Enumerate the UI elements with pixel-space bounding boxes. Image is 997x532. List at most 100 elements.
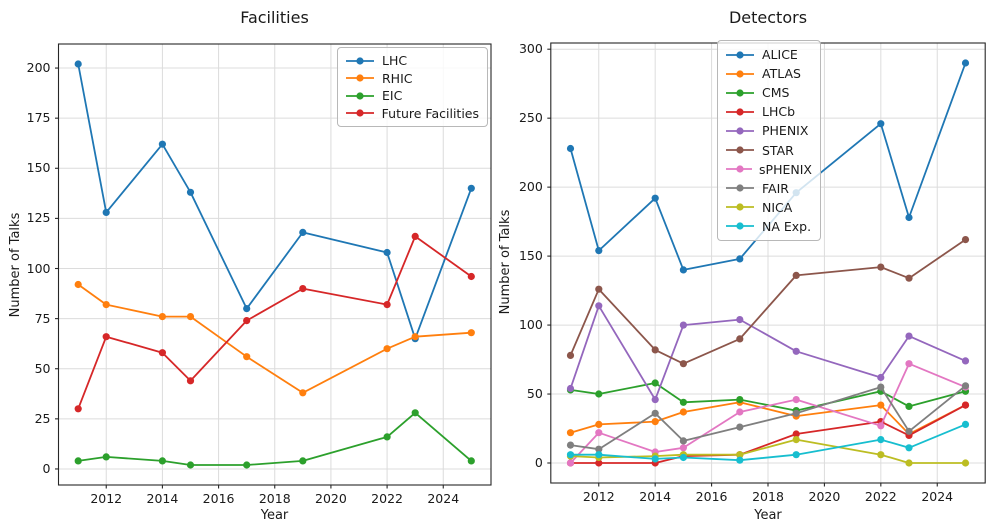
legend-line-marker-icon [726,127,754,135]
data-point [736,396,744,404]
data-point [905,360,913,368]
data-point [736,451,744,459]
data-point [467,184,475,192]
y-tick-label: 200 [26,60,51,76]
data-point [651,194,659,202]
data-point [383,301,391,309]
y-tick-label: 125 [26,210,51,226]
detectors-chart-title: Detectors [728,8,808,27]
legend-line-marker-icon [346,57,374,65]
legend-line-marker-icon [726,70,754,78]
data-point [961,382,970,390]
detectors-xaxis-label: Year [754,508,782,523]
data-point [74,405,82,413]
legend-item-ALICE: ALICE [725,45,812,64]
data-point [467,272,475,281]
data-point [961,59,970,67]
data-point [905,402,913,410]
data-point [299,389,307,397]
legend-label: LHC [382,53,408,69]
data-point [651,396,659,404]
data-point [651,455,659,463]
data-point [736,255,744,263]
data-point [679,453,688,462]
data-point [679,408,688,416]
data-point [383,345,391,353]
x-tick-label: 2012 [90,491,123,506]
y-tick-label: 75 [34,310,51,326]
data-point [74,60,82,68]
data-point [186,313,195,321]
data-point [299,285,307,293]
data-point [961,357,970,365]
data-point [679,360,688,368]
data-point [792,430,800,438]
data-point [792,347,800,355]
x-tick-label: 2014 [639,489,672,504]
legend-item-LHCb: LHCb [725,102,812,121]
legend-item-STAR: STAR [725,140,812,159]
series-EIC [74,409,475,469]
legend-label: NA Exp. [762,218,812,234]
data-point [243,317,251,325]
data-point [158,140,166,148]
legend-label: STAR [762,142,794,158]
legend-item-CMS: CMS [725,83,812,102]
series-CMS [566,379,970,415]
data-point [679,398,688,406]
data-point [877,383,885,391]
y-tick-label: 150 [518,248,543,264]
data-point [877,373,885,382]
data-point [243,461,251,469]
data-point [792,451,800,459]
x-tick-label: 2024 [921,489,954,504]
legend-line-marker-icon [726,89,754,97]
legend-label: LHCb [762,104,796,120]
y-tick-label: 0 [42,460,51,476]
data-point [467,329,475,337]
series-FAIR [566,382,970,453]
legend-label: CMS [762,85,790,101]
data-point [595,302,603,310]
data-point [877,436,885,444]
data-point [877,120,885,128]
x-tick-label: 2022 [864,489,897,504]
legend-line-marker-icon [726,108,754,116]
legend-item-EIC: EIC [345,87,479,105]
y-tick-label: 300 [518,41,543,57]
data-point [566,429,575,437]
y-tick-label: 250 [518,110,543,126]
data-point [102,333,110,341]
data-point [411,232,419,240]
legend-item-sPHENIX: sPHENIX [725,160,812,179]
data-point [566,351,575,359]
legend-line-marker-icon [726,165,753,173]
x-tick-label: 2018 [752,489,784,504]
legend-label: RHIC [382,70,413,86]
data-point [877,263,885,271]
legend-label: PHENIX [762,123,809,139]
legend-label: NICA [762,199,793,215]
y-tick-label: 200 [518,179,543,195]
data-point [679,444,688,452]
data-point [595,390,603,398]
y-tick-label: 100 [518,317,543,333]
legend-item-ATLAS: ATLAS [725,64,812,83]
y-tick-label: 50 [526,386,543,402]
data-point [74,280,82,289]
data-point [792,396,800,404]
y-tick-label: 0 [534,455,543,470]
series-STAR [566,236,970,368]
data-point [102,453,110,461]
data-point [736,456,744,464]
detectors-legend: ALICE ATLAS CMS LHCb PHENIX STAR sPHENIX FAIR NI… [717,40,821,241]
legend-line-marker-icon [726,184,754,192]
data-point [186,188,195,196]
data-point [102,208,110,216]
data-point [595,420,603,428]
legend-item-FAIR: FAIR [725,179,812,198]
x-tick-label: 2018 [258,491,291,506]
legend-label: Future Facilities [381,105,479,121]
data-point [651,346,659,354]
data-point [186,377,195,385]
